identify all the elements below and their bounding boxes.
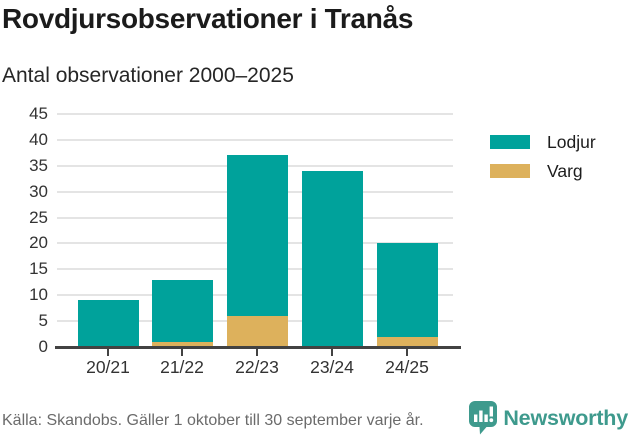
- x-axis-line: [55, 346, 461, 349]
- y-axis-tick-label: 5: [38, 311, 48, 331]
- bar-segment-lodjur: [226, 155, 288, 316]
- x-axis-tickmark: [256, 349, 258, 356]
- y-axis-tick-label: 35: [29, 155, 48, 175]
- y-axis-tick-label: 45: [29, 104, 48, 123]
- x-axis-tickmark: [107, 349, 109, 356]
- bar-segment-varg: [226, 315, 288, 347]
- newsworthy-bubble-icon: [469, 401, 498, 435]
- x-axis-tick-label: 24/25: [385, 357, 429, 377]
- bar-segment-varg: [151, 341, 213, 347]
- bar-segment-lodjur: [77, 300, 139, 347]
- y-axis-tick-label: 0: [38, 337, 48, 356]
- y-axis-tick-label: 30: [29, 181, 48, 201]
- legend-item-varg: Varg: [490, 161, 596, 181]
- y-axis-tick-label: 20: [29, 233, 48, 253]
- x-axis-tickmark: [406, 349, 408, 356]
- x-axis-tickmark: [331, 349, 333, 356]
- gridline: [57, 138, 453, 141]
- x-axis-tick-label: 23/24: [310, 357, 354, 377]
- chart-subtitle: Antal observationer 2000–2025: [2, 64, 294, 87]
- chart-title: Rovdjursobservationer i Tranås: [2, 3, 414, 34]
- legend-label: Lodjur: [547, 131, 596, 152]
- newsworthy-logo: Newsworthy: [469, 401, 628, 435]
- x-axis-tick-label: 21/22: [160, 357, 204, 377]
- legend-item-lodjur: Lodjur: [490, 132, 596, 152]
- legend: Lodjur Varg: [490, 132, 596, 193]
- y-axis-tick-label: 10: [29, 285, 48, 305]
- legend-label: Varg: [547, 160, 583, 181]
- y-axis-tick-label: 40: [29, 129, 48, 149]
- gridline: [57, 113, 453, 115]
- bar-segment-lodjur: [376, 243, 438, 337]
- source-note: Källa: Skandobs. Gäller 1 oktober till 3…: [2, 412, 424, 429]
- x-axis-tick-label: 20/21: [86, 357, 130, 377]
- legend-swatch: [490, 164, 530, 178]
- bar-segment-lodjur: [151, 279, 213, 342]
- newsworthy-wordmark: Newsworthy: [503, 406, 628, 430]
- x-axis-tickmark: [181, 349, 183, 356]
- x-axis-tick-label: 22/23: [235, 357, 279, 377]
- bar-segment-varg: [376, 336, 438, 347]
- y-axis-tick-label: 15: [29, 259, 48, 279]
- bar-segment-lodjur: [301, 171, 363, 347]
- legend-swatch: [490, 135, 530, 149]
- y-axis-tick-label: 25: [29, 207, 48, 227]
